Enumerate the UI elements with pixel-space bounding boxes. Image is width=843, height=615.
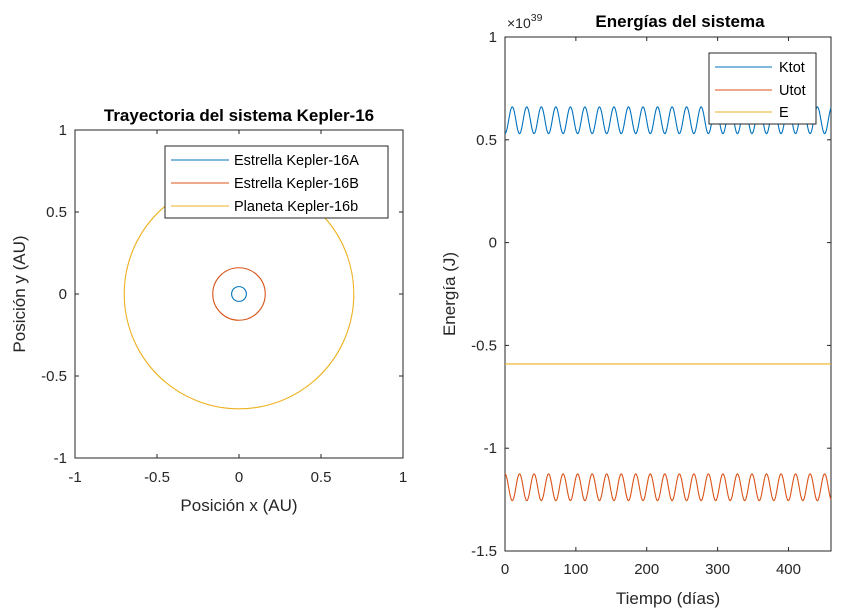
- y-tick-label: -1.5: [471, 543, 497, 560]
- energy-exponent: ×1039: [507, 12, 543, 31]
- orbit-2: [212, 267, 266, 321]
- y-tick-label: 1: [59, 122, 67, 139]
- energy-xlabel: Tiempo (días): [616, 589, 720, 608]
- energy-ticks: 0 100 200 300 400 -1.5 -1 -0.5 0 0.5 1: [471, 29, 831, 578]
- legend-label-16b-star: Estrella Kepler-16B: [234, 176, 359, 192]
- y-tick-label: 0.5: [46, 204, 67, 221]
- energy-legend: Ktot Utot E: [708, 52, 817, 125]
- x-tick-label: -0.5: [144, 469, 170, 486]
- y-tick-label: -0.5: [41, 368, 67, 385]
- legend-label-16a: Estrella Kepler-16A: [234, 153, 359, 169]
- energy-title: Energías del sistema: [595, 12, 765, 31]
- x-tick-label: 300: [705, 561, 730, 578]
- trajectory-title: Trayectoria del sistema Kepler-16: [104, 106, 374, 125]
- trajectory-legend: Estrella Kepler-16A Estrella Kepler-16B …: [164, 145, 389, 219]
- legend-label-utot: Utot: [779, 83, 806, 99]
- x-tick-label: 1: [399, 469, 407, 486]
- series-line-utot: [504, 473, 832, 502]
- energy-axes: 0 100 200 300 400 -1.5 -1 -0.5 0 0.5 1 ×1039 Energ…: [440, 12, 832, 608]
- energy-exponent-base: ×10: [507, 15, 531, 31]
- x-tick-label: 200: [634, 561, 659, 578]
- y-tick-label: -1: [54, 450, 67, 467]
- energy-exponent-power: 39: [531, 12, 543, 24]
- y-tick-label: 0: [489, 235, 497, 252]
- x-tick-label: 0: [235, 469, 243, 486]
- y-tick-label: 1: [489, 29, 497, 46]
- orbit-1: [231, 286, 247, 302]
- y-tick-label: 0.5: [476, 132, 497, 149]
- trajectory-ylabel: Posición y (AU): [10, 235, 29, 352]
- y-tick-label: -0.5: [471, 337, 497, 354]
- x-tick-label: 400: [776, 561, 801, 578]
- x-tick-label: -1: [68, 469, 81, 486]
- legend-label-e: E: [779, 105, 789, 121]
- x-tick-label: 0: [501, 561, 509, 578]
- trajectory-ticks: -1 -0.5 0 0.5 1 -1 -0.5 0 0.5 1: [41, 122, 407, 486]
- legend-label-ktot: Ktot: [779, 60, 805, 76]
- x-tick-label: 0.5: [311, 469, 332, 486]
- energy-ylabel: Energía (J): [440, 252, 459, 336]
- trajectory-xlabel: Posición x (AU): [180, 496, 297, 515]
- y-tick-label: -1: [484, 440, 497, 457]
- legend-label-16b-planet: Planeta Kepler-16b: [234, 199, 358, 215]
- y-tick-label: 0: [59, 286, 67, 303]
- trajectory-axes: -1 -0.5 0 0.5 1 -1 -0.5 0 0.5 1 Trayectoria del s…: [10, 106, 407, 515]
- x-tick-label: 100: [563, 561, 588, 578]
